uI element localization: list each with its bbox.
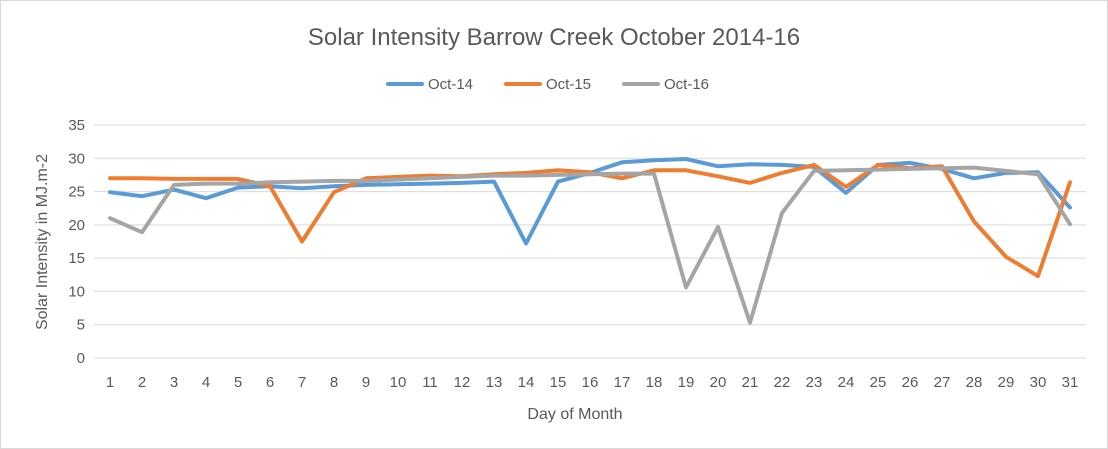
legend-item-oct-15: Oct-15 — [504, 76, 591, 93]
y-tick-label: 20 — [68, 217, 85, 234]
x-tick-label: 10 — [390, 374, 407, 391]
x-tick-label: 5 — [234, 374, 242, 391]
x-tick-label: 11 — [422, 374, 438, 391]
x-tick-label: 24 — [838, 374, 855, 391]
x-tick-label: 15 — [550, 374, 567, 391]
x-tick-label: 25 — [870, 374, 887, 391]
series-group — [108, 157, 1072, 325]
x-tick-label: 21 — [742, 374, 759, 391]
legend: Oct-14 Oct-15 Oct-16 — [386, 76, 709, 93]
series-line-oct-16 — [108, 165, 1072, 325]
x-tick-label: 19 — [678, 374, 695, 391]
x-tick-label: 8 — [330, 374, 338, 391]
x-tick-label: 28 — [966, 374, 983, 391]
x-tick-label: 13 — [486, 374, 503, 391]
gridlines — [94, 124, 1086, 359]
x-axis-ticks: 1 2 3 4 5 6 7 8 9 10 11 12 13 14 15 16 17 18 19 20 21 22 23 24 2… — [106, 374, 1079, 391]
x-tick-label: 7 — [298, 374, 306, 391]
x-tick-label: 27 — [934, 374, 951, 391]
x-tick-label: 26 — [902, 374, 919, 391]
x-tick-label: 29 — [998, 374, 1015, 391]
x-tick-label: 30 — [1030, 374, 1047, 391]
y-tick-label: 30 — [68, 150, 85, 167]
y-tick-label: 15 — [68, 250, 85, 267]
x-tick-label: 18 — [646, 374, 663, 391]
chart-title: Solar Intensity Barrow Creek October 201… — [308, 24, 800, 51]
y-tick-label: 25 — [68, 184, 85, 201]
legend-label: Oct-14 — [428, 76, 473, 93]
legend-label: Oct-16 — [664, 76, 709, 93]
x-tick-label: 9 — [362, 374, 370, 391]
y-tick-label: 0 — [77, 350, 85, 367]
y-tick-label: 5 — [77, 317, 85, 334]
x-tick-label: 6 — [266, 374, 274, 391]
y-axis-label: Solar Intensity in MJ.m-2 — [34, 154, 51, 330]
x-tick-label: 4 — [202, 374, 210, 391]
x-tick-label: 3 — [170, 374, 178, 391]
x-tick-label: 14 — [518, 374, 535, 391]
x-tick-label: 20 — [710, 374, 727, 391]
x-tick-label: 17 — [614, 374, 631, 391]
x-tick-label: 31 — [1062, 374, 1079, 391]
y-tick-label: 10 — [68, 283, 85, 300]
x-tick-label: 1 — [106, 374, 114, 391]
x-tick-label: 2 — [138, 374, 146, 391]
y-tick-label: 35 — [68, 117, 85, 134]
legend-item-oct-16: Oct-16 — [622, 76, 709, 93]
x-tick-label: 22 — [774, 374, 791, 391]
legend-label: Oct-15 — [546, 76, 591, 93]
x-tick-label: 23 — [806, 374, 823, 391]
x-tick-label: 16 — [582, 374, 599, 391]
x-tick-label: 12 — [454, 374, 471, 391]
x-axis-label: Day of Month — [527, 406, 622, 423]
y-axis-ticks: 0 5 10 15 20 25 30 35 — [68, 117, 85, 367]
legend-item-oct-14: Oct-14 — [386, 76, 473, 93]
